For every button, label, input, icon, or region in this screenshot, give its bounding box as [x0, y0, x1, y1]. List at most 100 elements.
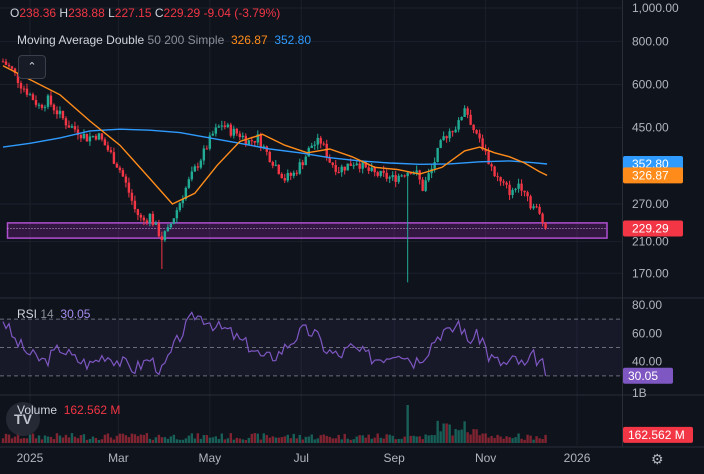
candle-body — [184, 187, 188, 199]
volume-bar — [223, 439, 227, 443]
candle-body — [154, 223, 158, 225]
pane-separators[interactable] — [0, 0, 704, 448]
candle-body — [394, 175, 397, 182]
candle-body — [355, 163, 358, 166]
candle-body — [19, 82, 23, 89]
volume-bar — [529, 435, 532, 443]
support-zone-rectangle[interactable] — [6, 222, 608, 239]
candle-body — [91, 135, 95, 137]
candle-body — [163, 231, 167, 241]
candle-body — [466, 108, 469, 115]
volume-bar — [313, 439, 316, 443]
volume-bar — [505, 436, 508, 443]
volume-bar — [61, 437, 65, 443]
volume-bar — [451, 435, 454, 443]
candle-body — [211, 133, 215, 136]
candle-body — [517, 183, 520, 189]
volume-bar — [187, 435, 191, 443]
candle-body — [427, 173, 430, 181]
volume-bar — [214, 436, 218, 443]
candle-body — [124, 176, 128, 183]
volume-bar — [55, 433, 59, 443]
candle-body — [181, 198, 185, 204]
rsi-line — [0, 311, 622, 377]
volume-bar — [343, 433, 346, 443]
candle-body — [340, 166, 343, 173]
candle-body — [433, 162, 436, 169]
candle-body — [493, 166, 496, 177]
volume-bar — [286, 434, 289, 443]
volume-legend[interactable]: Volume 162.562 M — [17, 403, 120, 417]
volume-bar — [229, 433, 233, 443]
candle-body — [532, 206, 535, 209]
candle-body — [169, 223, 173, 228]
volume-bar — [490, 436, 493, 443]
volume-bar — [370, 438, 373, 443]
open-value: 238.36 — [19, 6, 57, 20]
gear-icon[interactable]: ⚙ — [651, 451, 664, 467]
candle-body — [271, 162, 274, 166]
candle-body — [469, 114, 472, 125]
time-axis-label: Jul — [294, 451, 309, 465]
candle-body — [346, 163, 349, 171]
candle-body — [4, 61, 8, 65]
candle-body — [43, 106, 47, 108]
candle-body — [358, 163, 361, 169]
low-value: 227.15 — [114, 6, 152, 20]
volume-bar — [487, 437, 490, 443]
volume-bar — [268, 437, 271, 443]
rsi-value-text: 30.05 — [628, 369, 658, 383]
ma50-value: 326.87 — [230, 33, 268, 47]
volume-bar — [526, 434, 529, 443]
volume-bar — [325, 435, 328, 443]
candle-body — [529, 196, 532, 209]
candle-body — [310, 145, 313, 148]
candle-body — [49, 95, 53, 105]
candle-body — [304, 156, 307, 166]
candle-body — [439, 140, 442, 148]
rsi-tick-label: 60.00 — [632, 326, 662, 340]
candle-body — [376, 172, 379, 176]
volume-bar — [436, 420, 439, 443]
price-axis[interactable]: 1,000.00 800.00 600.00 450.00 270.00 210.00 17… — [623, 1, 693, 443]
candle-body — [67, 125, 71, 128]
volume-bar — [385, 434, 388, 443]
volume-bar — [178, 439, 182, 443]
candle-body — [409, 172, 412, 175]
candle-body — [349, 163, 352, 166]
volume-bar — [322, 434, 325, 443]
volume-bar — [412, 435, 415, 443]
volume-bar — [358, 435, 361, 443]
candle-body — [388, 177, 391, 179]
volume-bar — [361, 435, 364, 443]
candle-body — [538, 206, 541, 214]
rsi-legend[interactable]: RSI 14 30.05 — [17, 307, 90, 321]
volume-bar — [1, 438, 5, 443]
tradingview-logo[interactable]: TV — [6, 402, 40, 436]
moving-average-legend[interactable]: Moving Average Double 50 200 Simple 326.… — [17, 33, 311, 47]
chevron-up-icon: ⌃ — [27, 61, 37, 73]
candle-body — [322, 143, 325, 145]
open-label: O — [10, 6, 20, 20]
candle-body — [403, 175, 406, 177]
volume-bar — [175, 439, 179, 443]
candle-body — [331, 162, 334, 166]
price-label-tag — [623, 220, 683, 237]
volume-bar — [520, 438, 523, 443]
volume-bar — [205, 435, 209, 443]
time-axis[interactable]: 2025 Mar May Jul Sep Nov 2026 — [17, 451, 591, 465]
volume-bar — [4, 433, 8, 443]
candle-body — [139, 214, 143, 218]
volume-bar — [481, 433, 484, 443]
collapse-legend-button[interactable]: ⌃ — [18, 55, 46, 79]
volume-bar — [124, 435, 128, 443]
candle-body — [226, 124, 230, 127]
volume-bar — [202, 435, 206, 443]
candle-body — [481, 138, 484, 150]
volume-bar — [295, 438, 298, 443]
volume-bar — [463, 421, 466, 443]
volume-bar — [160, 437, 164, 443]
volume-bar — [121, 433, 125, 443]
volume-bar — [535, 436, 538, 443]
